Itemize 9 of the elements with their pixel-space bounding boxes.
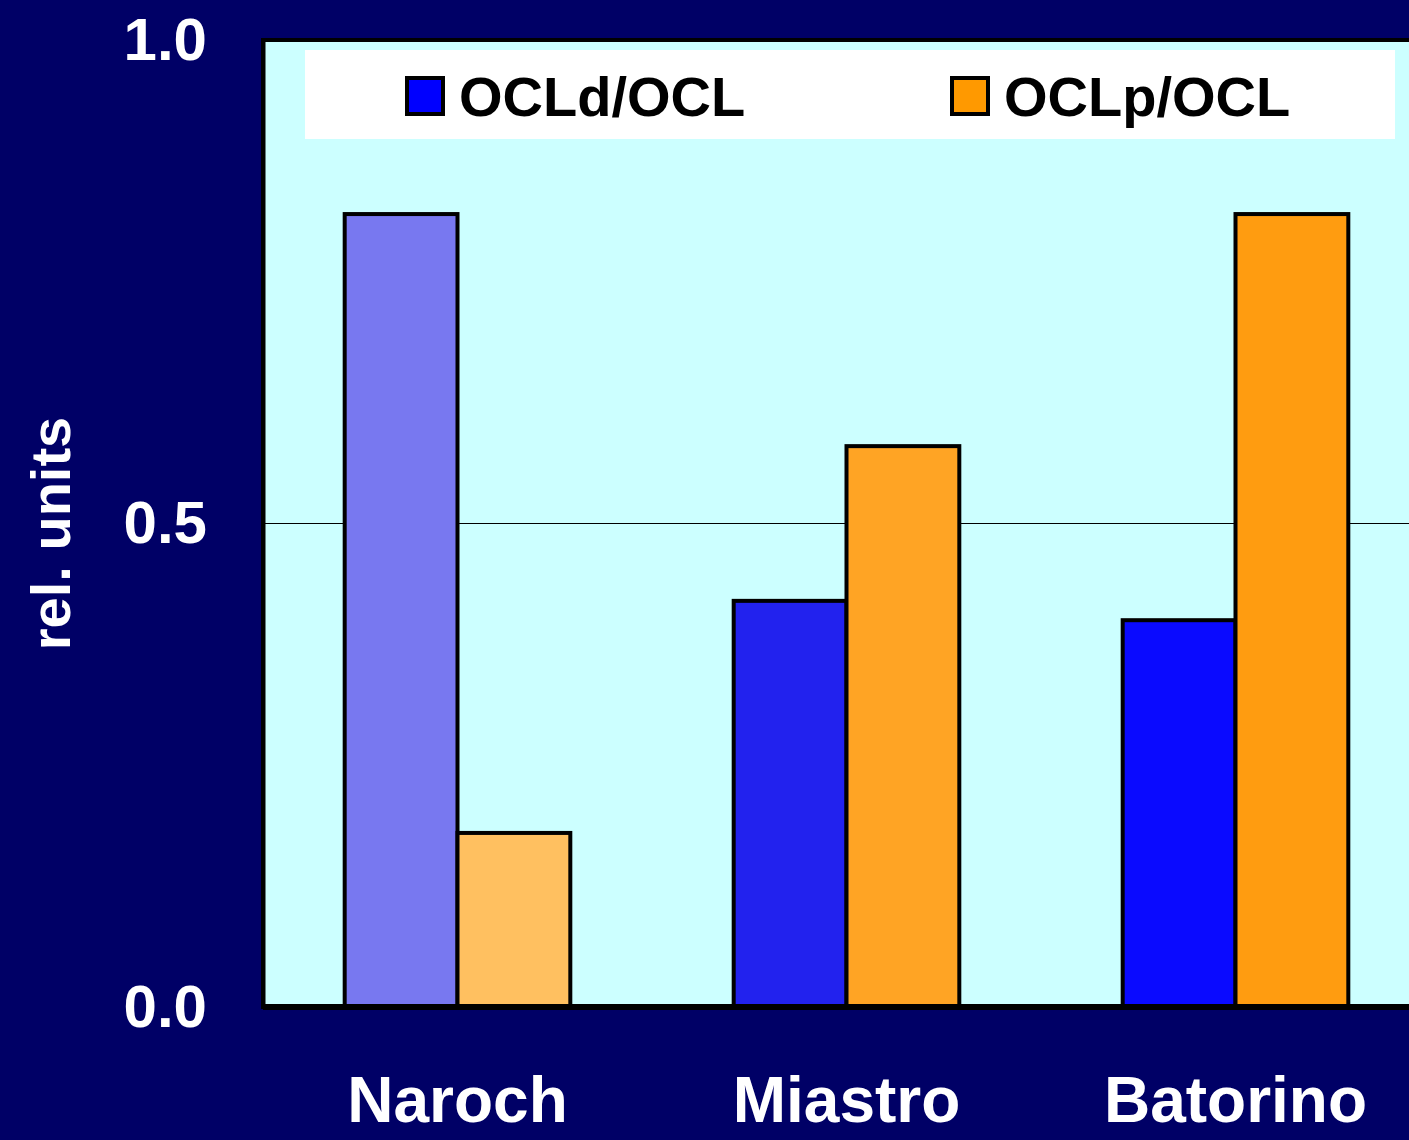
x-tick-label: Naroch [347,1064,568,1137]
legend-label: OCLd/OCL [459,65,746,128]
legend-label: OCLp/OCL [1004,65,1291,128]
y-tick-label: 1.0 [123,5,207,73]
y-tick-label: 0.5 [123,489,207,557]
x-tick-label: Batorino [1103,1064,1368,1137]
y-axis-title: rel. units [19,416,82,651]
y-tick-label: 0.0 [123,972,207,1040]
x-tick-label: Miastro [732,1064,961,1137]
